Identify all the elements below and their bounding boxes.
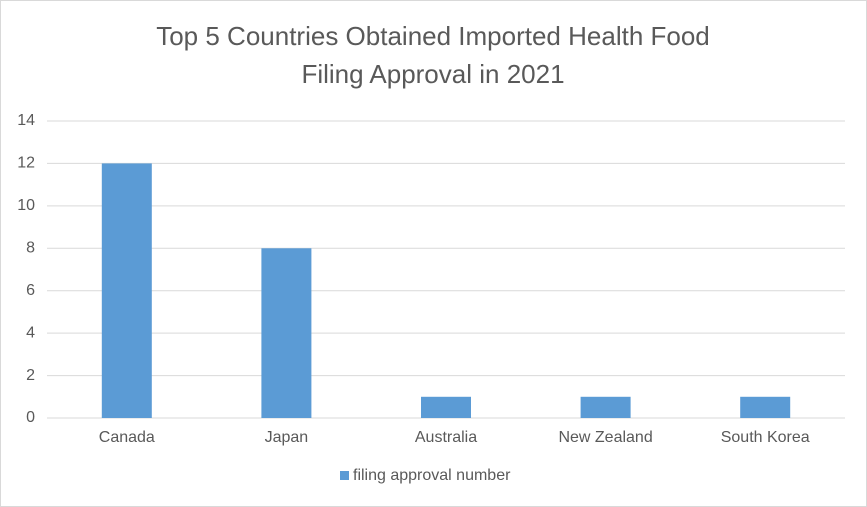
y-tick-label: 14 [17, 112, 35, 129]
y-tick-label: 6 [26, 282, 35, 299]
bar [421, 396, 471, 418]
bar [740, 396, 791, 418]
y-tick-label: 8 [26, 240, 35, 257]
x-tick-label: New Zealand [558, 429, 652, 446]
chart-title: Top 5 Countries Obtained Imported Health… [156, 21, 710, 51]
bar [101, 163, 152, 418]
y-tick-label: 2 [26, 367, 35, 384]
x-tick-label: South Korea [721, 429, 810, 446]
y-tick-label: 12 [17, 155, 35, 172]
legend-label: filing approval number [353, 467, 511, 484]
y-tick-label: 10 [17, 197, 35, 214]
bar [261, 248, 312, 418]
legend-swatch [340, 471, 349, 480]
y-tick-label: 4 [26, 324, 35, 341]
x-tick-label: Australia [415, 429, 477, 446]
chart-title: Filing Approval in 2021 [301, 59, 564, 89]
y-tick-label: 0 [26, 409, 35, 426]
bar [580, 396, 631, 418]
x-tick-label: Japan [265, 429, 309, 446]
x-tick-label: Canada [99, 429, 155, 446]
